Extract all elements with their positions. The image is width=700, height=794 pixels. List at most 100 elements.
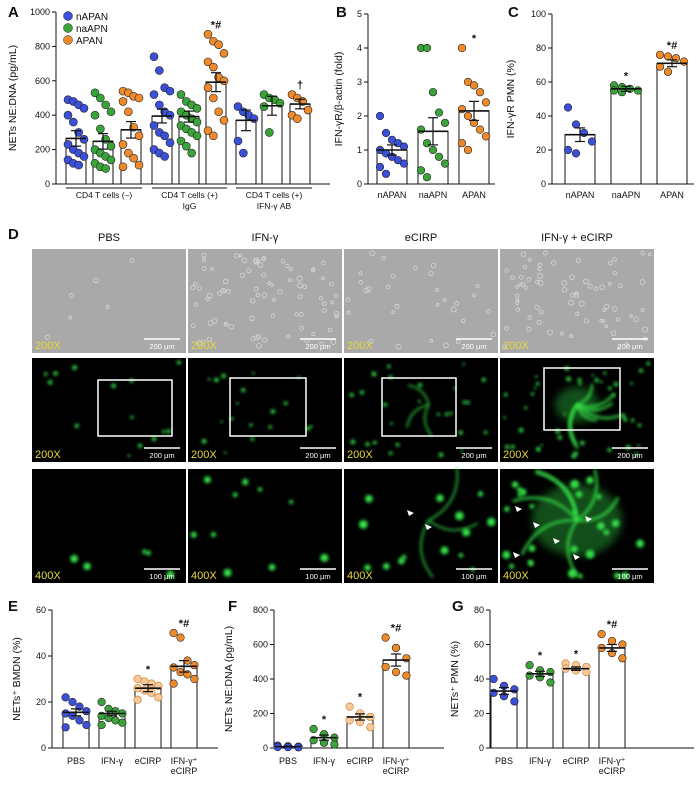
cell [246,268,252,274]
data-point [402,671,411,680]
scale-bar-label: 100 μm [617,572,642,581]
cell [44,334,50,340]
cell [646,361,651,366]
data-point [118,140,128,149]
scale-bar-label: 200 μm [305,451,330,460]
data-point [475,88,485,97]
group-label: IFN-γ AB [257,201,292,211]
cell [623,417,628,422]
net-strand [423,404,433,437]
cell [413,265,418,271]
data-point [187,148,196,158]
data-point [434,108,444,117]
cell [306,426,311,431]
cell [527,315,532,320]
scale-bar-label: 200 μm [461,451,486,460]
x-tick-label: IFN-γ⁺ [599,756,626,766]
data-point [422,139,432,148]
net-strand [405,403,429,428]
data-point [249,114,259,123]
data-point [134,131,144,141]
data-point [155,66,164,75]
cell [458,553,464,558]
cell [251,371,255,375]
cell [70,554,78,563]
data-point [434,152,444,161]
cell [271,297,276,302]
cell [280,259,286,264]
cell [207,377,211,381]
cell [226,289,232,295]
cell [639,368,644,373]
data-point [633,86,643,95]
y-tick-label: 600 [253,640,268,650]
cell [630,382,633,385]
y-axis-label: IFN-γR/β-actin (fold) [333,52,345,147]
significance-label: * [146,664,151,676]
data-point [192,104,202,113]
cell [540,443,544,447]
data-point [209,62,218,72]
data-point [381,169,391,178]
x-tick-label: naAPN [419,190,448,200]
cell [535,446,541,452]
cell [302,284,308,289]
cell [383,402,388,407]
data-point [265,128,274,137]
data-point [399,159,409,168]
data-point [74,160,83,170]
x-tick-label: eCIRP [171,766,198,776]
arrowhead [533,522,540,528]
cell [462,400,467,405]
data-point [475,125,485,134]
micrograph-fluorescence: 200X 200 μm [32,358,186,462]
data-point [106,107,116,117]
cell [394,303,400,309]
cell [503,416,507,419]
data-point [134,160,144,170]
cell [381,255,386,261]
micrograph-brightfield: 200X 200 μm [344,249,498,353]
cell [613,382,619,387]
data-point [147,679,156,688]
y-tick-label: 80 [474,605,484,615]
data-point [176,90,186,99]
cell [526,326,532,332]
cell [461,318,466,324]
cell [398,557,405,565]
letter-E: E [8,598,19,615]
data-point [90,110,100,120]
data-point [203,30,213,39]
cell [369,250,376,257]
cell [242,478,249,486]
cell [435,303,440,307]
data-point [101,100,110,110]
scale-bar-label: 200 μm [617,342,642,351]
data-point [63,110,73,120]
cell [321,276,325,281]
legend-label: APAN [76,36,103,47]
data-point [391,643,401,653]
cell [238,253,243,258]
cell [504,326,509,331]
cell [586,476,594,484]
cell [518,427,524,433]
data-point [463,145,473,155]
cell [72,365,78,370]
data-point [182,141,191,151]
cell [535,381,540,386]
cell [137,443,143,448]
data-point [176,136,186,146]
cell [449,411,453,416]
cell [534,304,540,310]
data-point [69,117,78,127]
cell [333,293,338,298]
scale-bar-label: 200 μm [149,451,174,460]
image-background [344,358,498,462]
data-point [169,628,178,638]
cell [551,260,557,266]
significance-label: *# [179,618,189,630]
cell [202,257,207,262]
cell [151,436,157,442]
